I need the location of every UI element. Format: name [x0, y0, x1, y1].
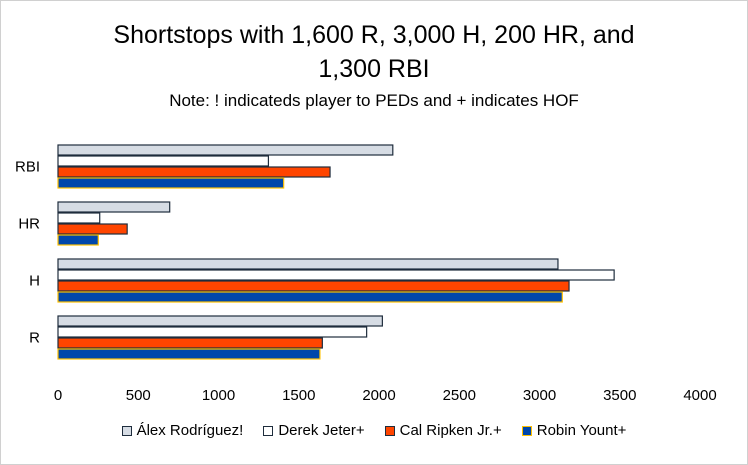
- legend-swatch: [263, 425, 274, 436]
- legend-label: Derek Jeter+: [278, 422, 365, 439]
- legend-swatch: [121, 425, 132, 436]
- bar-hr-series-2: [57, 212, 101, 224]
- x-tick-label-2500: 2500: [443, 387, 476, 404]
- bar-r-series-4: [57, 348, 321, 360]
- bar-rbi-series-2: [57, 155, 270, 167]
- chart-title: Shortstops with 1,600 R, 3,000 H, 200 HR…: [113, 21, 635, 83]
- y-tick-label-hr: HR: [18, 216, 40, 233]
- bar-r-series-1: [57, 315, 383, 327]
- legend-item-4: Robin Yount+: [521, 422, 627, 439]
- x-tick-label-3000: 3000: [523, 387, 556, 404]
- legend-item-1: Álex Rodríguez!: [121, 422, 244, 439]
- y-tick-label-h: H: [29, 273, 40, 290]
- y-tick-label-rbi: RBI: [15, 159, 40, 176]
- bar-hr-series-1: [57, 201, 171, 213]
- x-tick-label-4000: 4000: [683, 387, 716, 404]
- legend-label: Cal Ripken Jr.+: [399, 422, 502, 439]
- bar-r-series-3: [57, 337, 323, 349]
- chart-subtitle: Note: ! indicateds player to PEDs and + …: [169, 91, 579, 110]
- chart-legend: Álex Rodríguez! Derek Jeter+ Cal Ripken Jr…: [0, 422, 748, 439]
- legend-swatch: [521, 425, 532, 436]
- legend-label: Robin Yount+: [536, 422, 627, 439]
- bar-hr-series-4: [57, 234, 99, 246]
- x-tick-label-3500: 3500: [603, 387, 636, 404]
- bar-h-series-2: [57, 269, 615, 281]
- legend-item-2: Derek Jeter+: [263, 422, 365, 439]
- x-tick-label-500: 500: [126, 387, 151, 404]
- x-tick-label-1000: 1000: [202, 387, 235, 404]
- legend-swatch: [384, 425, 395, 436]
- bar-h-series-1: [57, 258, 559, 270]
- y-tick-label-r: R: [29, 330, 40, 347]
- bar-rbi-series-1: [57, 144, 394, 156]
- x-tick-label-1500: 1500: [282, 387, 315, 404]
- bar-rbi-series-4: [57, 177, 285, 189]
- bar-r-series-2: [57, 326, 368, 338]
- bar-rbi-series-3: [57, 166, 331, 178]
- bar-h-series-3: [57, 280, 570, 292]
- x-tick-label-0: 0: [54, 387, 62, 404]
- bar-h-series-4: [57, 291, 563, 303]
- legend-item-3: Cal Ripken Jr.+: [384, 422, 502, 439]
- legend-label: Álex Rodríguez!: [136, 422, 244, 439]
- x-tick-label-2000: 2000: [362, 387, 395, 404]
- bar-hr-series-3: [57, 223, 128, 235]
